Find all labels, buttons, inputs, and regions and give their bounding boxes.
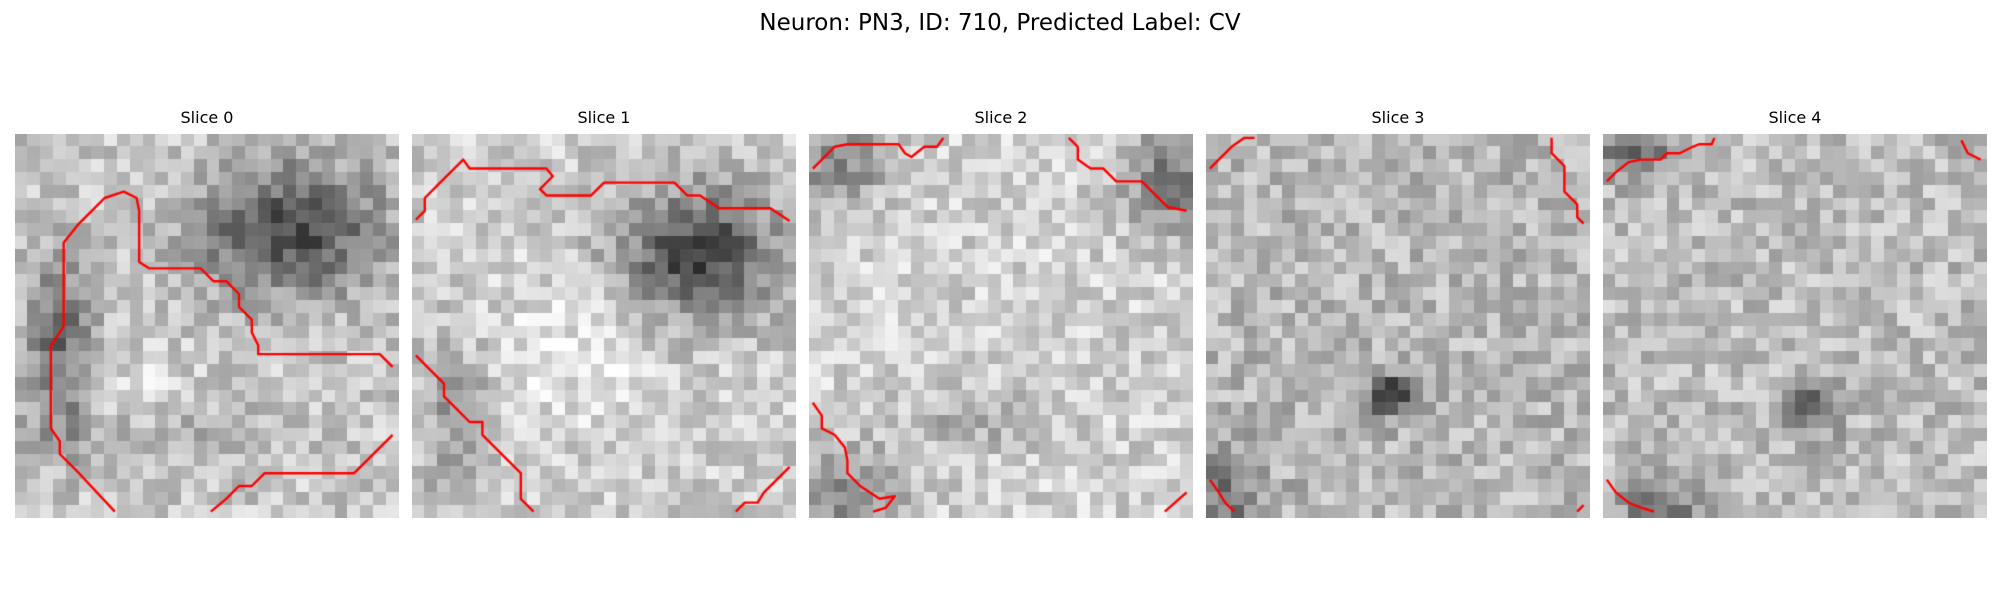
slice-title-1: Slice 1 (577, 108, 631, 127)
slice-title-4: Slice 4 (1768, 108, 1822, 127)
slice-image-0 (15, 134, 399, 518)
slice-image-4 (1603, 134, 1987, 518)
slice-image-3 (1206, 134, 1590, 518)
slice-title-0: Slice 0 (180, 108, 234, 127)
slice-panel-4: Slice 4 (1603, 108, 1987, 518)
slice-panel-3: Slice 3 (1206, 108, 1590, 518)
slice-title-2: Slice 2 (974, 108, 1028, 127)
slice-panel-2: Slice 2 (809, 108, 1193, 518)
figure-title: Neuron: PN3, ID: 710, Predicted Label: C… (759, 10, 1241, 36)
slice-panel-0: Slice 0 (15, 108, 399, 518)
slice-image-2 (809, 134, 1193, 518)
slice-title-3: Slice 3 (1371, 108, 1425, 127)
slice-image-1 (412, 134, 796, 518)
slice-panel-1: Slice 1 (412, 108, 796, 518)
